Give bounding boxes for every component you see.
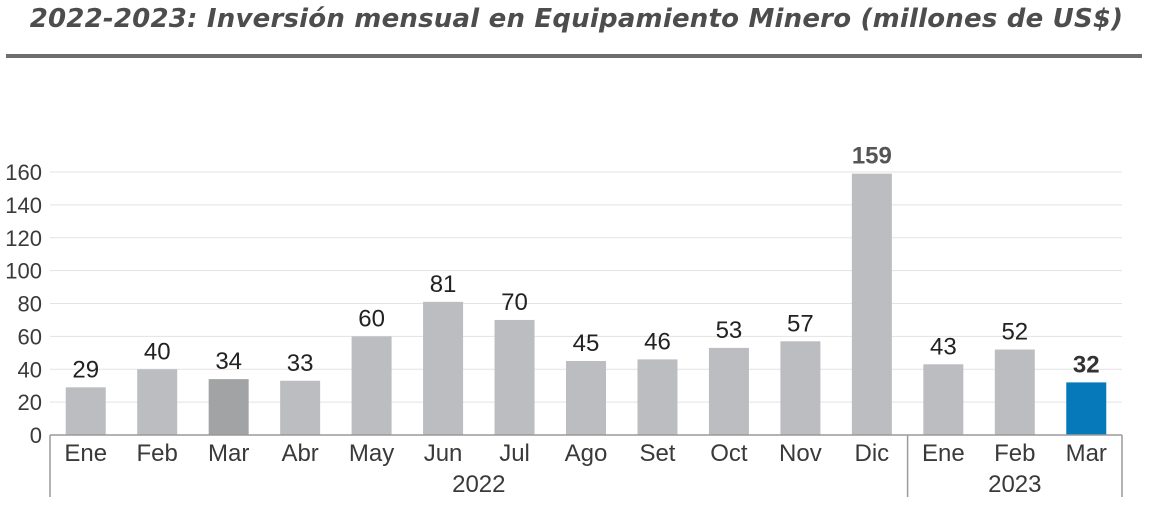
x-tick-label: Oct	[710, 440, 748, 467]
y-tick-label: 100	[5, 259, 42, 284]
x-axis: Ene Feb Mar Abr May Jun Jul Ago Set Oct Nov Dic Ene F…	[49, 434, 1123, 498]
bar	[851, 173, 892, 436]
data-label: 33	[287, 350, 314, 377]
y-tick-label: 80	[18, 292, 42, 317]
x-tick-label: Feb	[137, 440, 178, 467]
data-label: 43	[930, 333, 957, 360]
data-label: 46	[644, 328, 671, 355]
bar	[923, 364, 964, 435]
group-label: 2023	[988, 471, 1041, 498]
y-tick-label: 0	[30, 423, 42, 448]
x-tick-label: Feb	[994, 440, 1035, 467]
x-tick-label: Ago	[565, 440, 608, 467]
bar	[994, 349, 1035, 435]
y-tick-label: 40	[18, 357, 42, 382]
y-tick-label: 60	[18, 324, 42, 349]
data-label: 81	[430, 271, 457, 298]
x-tick-label: Dic	[855, 440, 890, 467]
data-label: 70	[501, 289, 528, 316]
data-labels: 29 40 34 33 60 81 70 45 46 53 57 159 43 52 32	[72, 143, 1099, 384]
y-tick-label: 140	[5, 193, 42, 218]
x-tick-label: Mar	[1066, 440, 1107, 467]
data-label: 159	[852, 143, 892, 170]
bar	[637, 359, 678, 435]
x-tick-label: May	[349, 440, 394, 467]
x-tick-label: Mar	[208, 440, 249, 467]
bar	[65, 387, 106, 435]
y-tick-label: 160	[5, 160, 42, 185]
y-axis: 0 20 40 60 80 100 120 140 160	[5, 160, 42, 448]
y-tick-label: 120	[5, 226, 42, 251]
bar	[137, 369, 178, 435]
x-tick-label: Jun	[424, 440, 463, 467]
bar	[566, 361, 606, 435]
data-label: 60	[358, 305, 385, 332]
data-label: 40	[144, 338, 171, 365]
data-label: 45	[573, 330, 600, 357]
bar	[1066, 382, 1107, 435]
data-label: 52	[1001, 319, 1028, 346]
bar	[208, 379, 249, 435]
x-tick-label: Set	[639, 440, 675, 467]
group-label: 2022	[452, 471, 505, 498]
data-label: 53	[716, 317, 743, 344]
data-label: 34	[215, 348, 242, 375]
chart-title: 2022-2023: Inversión mensual en Equipami…	[29, 4, 1124, 34]
data-label: 57	[787, 310, 814, 337]
x-tick-label: Nov	[779, 440, 822, 467]
data-label: 29	[72, 356, 99, 383]
x-tick-label: Jul	[499, 440, 530, 467]
x-tick-label: Ene	[64, 440, 107, 467]
x-tick-label: Abr	[281, 440, 318, 467]
bars	[65, 173, 1107, 436]
y-tick-label: 20	[18, 390, 42, 415]
bar	[494, 319, 535, 435]
bar	[780, 341, 821, 435]
data-label: 32	[1073, 351, 1100, 378]
bar	[280, 380, 321, 435]
x-tick-label: Ene	[922, 440, 965, 467]
bar	[708, 347, 749, 435]
bar	[351, 336, 392, 435]
title-divider	[6, 54, 1142, 58]
bar	[423, 301, 464, 435]
